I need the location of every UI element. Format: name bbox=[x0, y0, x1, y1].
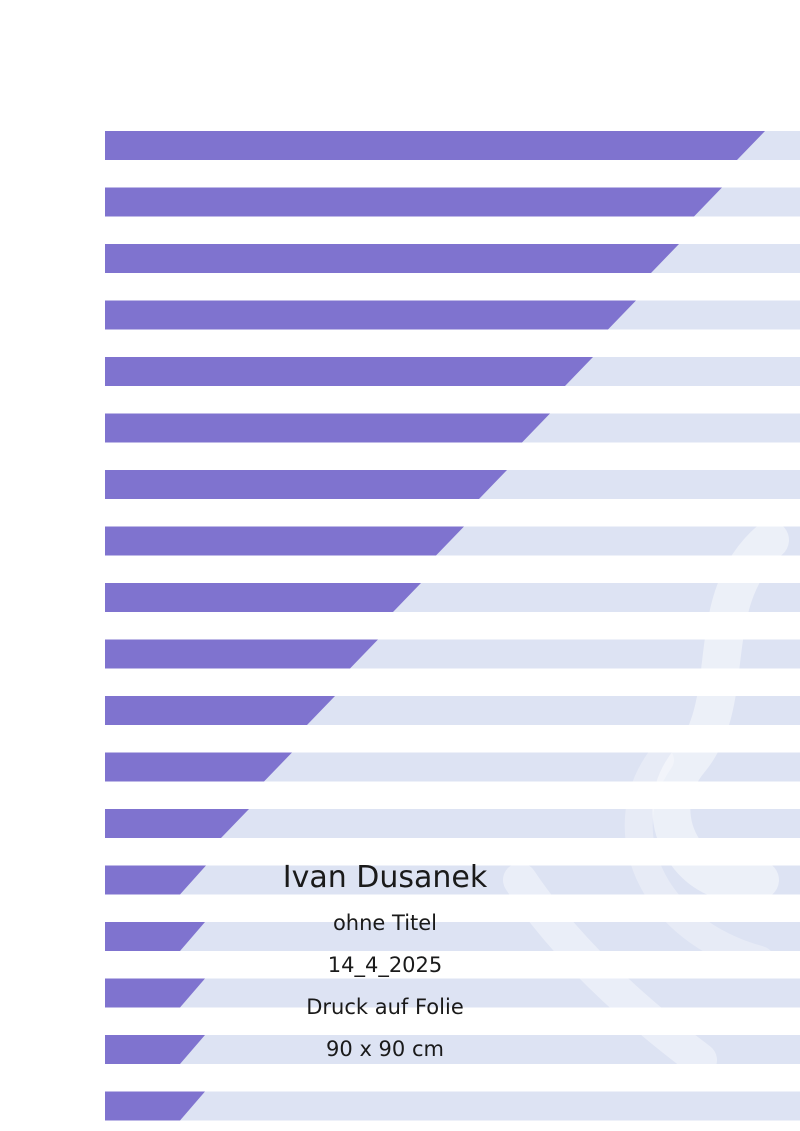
purple-stripe bbox=[105, 357, 593, 386]
purple-stripe bbox=[105, 470, 507, 499]
purple-stripes-layer bbox=[105, 131, 765, 1121]
artwork-date: 14_4_2025 bbox=[327, 953, 443, 977]
purple-stripe bbox=[105, 696, 335, 725]
purple-stripe bbox=[105, 809, 249, 838]
purple-stripe bbox=[105, 922, 205, 951]
purple-stripe bbox=[105, 526, 464, 556]
purple-stripe bbox=[105, 244, 679, 273]
purple-stripe bbox=[105, 300, 636, 330]
purple-stripe bbox=[105, 639, 378, 669]
purple-stripe bbox=[105, 752, 292, 782]
purple-stripe bbox=[105, 187, 722, 217]
purple-stripe bbox=[105, 131, 765, 160]
pale-stripe bbox=[105, 978, 800, 1008]
purple-stripe bbox=[105, 865, 206, 895]
purple-stripe bbox=[105, 1035, 205, 1064]
purple-stripe bbox=[105, 978, 205, 1008]
artwork-dimensions: 90 x 90 cm bbox=[326, 1037, 444, 1061]
pale-stripe bbox=[105, 922, 800, 951]
artwork-caption: Ivan Dusanek ohne Titel 14_4_2025 Druck … bbox=[230, 858, 540, 1070]
artist-name: Ivan Dusanek bbox=[282, 860, 488, 895]
purple-stripe bbox=[105, 1091, 205, 1121]
artwork-title: ohne Titel bbox=[332, 911, 438, 935]
ghost-symbol bbox=[503, 521, 789, 1077]
purple-stripe bbox=[105, 413, 550, 443]
pale-stripe bbox=[105, 1091, 800, 1121]
artwork-medium: Druck auf Folie bbox=[306, 995, 464, 1019]
pale-stripe bbox=[105, 865, 800, 895]
pale-stripe bbox=[105, 1035, 800, 1064]
purple-stripe bbox=[105, 583, 421, 612]
